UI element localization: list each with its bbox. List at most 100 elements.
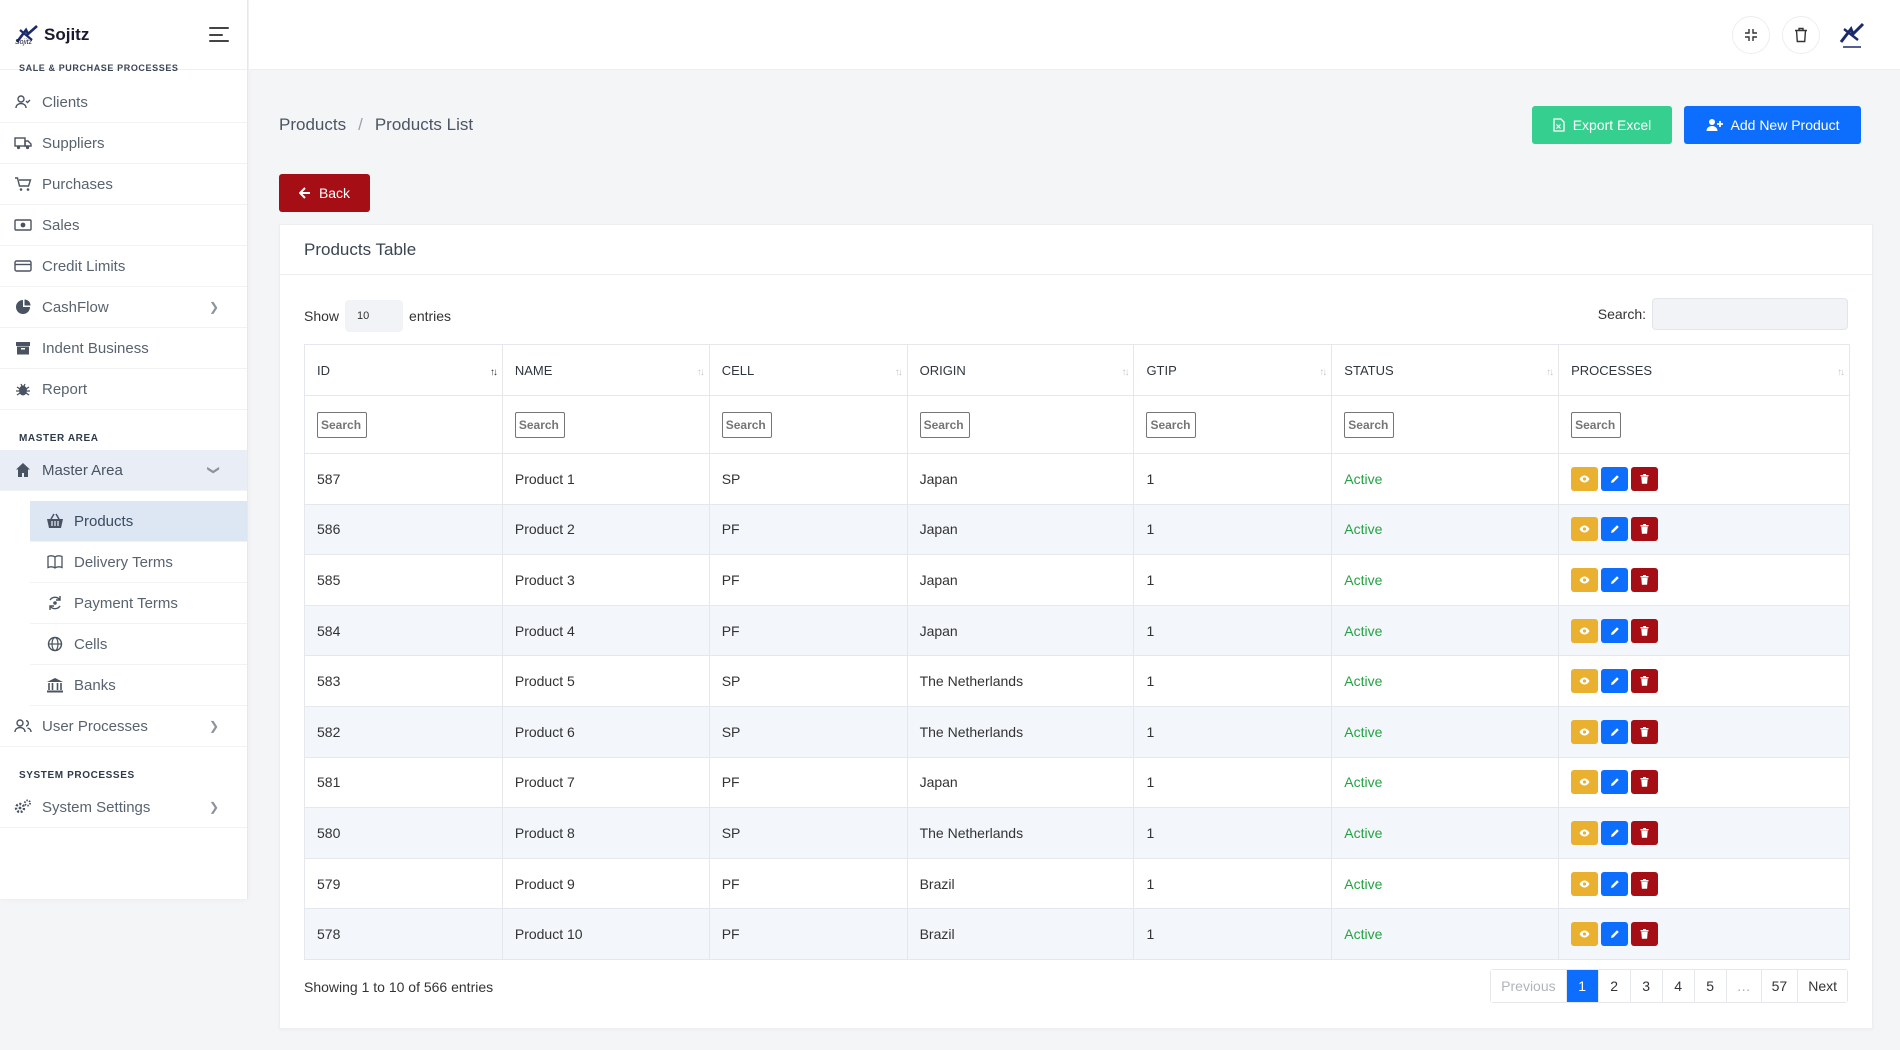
breadcrumb-products[interactable]: Products [279, 115, 347, 134]
delete-button[interactable] [1631, 719, 1659, 744]
eye-icon [1579, 930, 1590, 938]
row-actions [1571, 618, 1849, 643]
view-button[interactable] [1571, 719, 1599, 744]
view-button[interactable] [1571, 618, 1599, 643]
add-new-product-button[interactable]: Add New Product [1684, 106, 1861, 144]
view-button[interactable] [1571, 517, 1599, 542]
pagination: Previous 1 2 3 4 5… 57 Next [1490, 969, 1848, 1003]
view-button[interactable] [1571, 922, 1599, 947]
cell-processes [1558, 857, 1850, 910]
column-header-processes[interactable]: PROCESSES ↑↓ [1558, 344, 1850, 396]
delete-button[interactable] [1631, 618, 1659, 643]
edit-button[interactable] [1601, 820, 1629, 845]
column-header-origin[interactable]: ORIGIN ↑↓ [906, 344, 1135, 396]
edit-button[interactable] [1601, 466, 1629, 491]
column-header-id[interactable]: ID ↑↓ [304, 344, 503, 396]
sidebar-item-suppliers[interactable]: Suppliers [0, 123, 247, 164]
sidebar-item-indent-business[interactable]: Indent Business [0, 328, 247, 369]
user-avatar[interactable] [1832, 15, 1872, 55]
pagination-page-3[interactable]: 3 [1630, 970, 1663, 1002]
pagination-previous[interactable]: Previous [1491, 970, 1567, 1002]
view-button[interactable] [1571, 466, 1599, 491]
back-button[interactable]: Back [279, 174, 370, 212]
money-icon [14, 216, 32, 234]
sidebar-item-clients[interactable]: Clients [0, 82, 247, 123]
sidebar-item-products[interactable]: Products [30, 501, 247, 542]
processes-filter-input[interactable]: Search [1571, 411, 1622, 438]
bug-icon [14, 380, 32, 398]
topbar [249, 0, 1900, 70]
chevron-down-icon: ❯ [206, 464, 221, 476]
name-filter-input[interactable]: Search [514, 411, 565, 438]
cell-cell: SP [708, 453, 908, 505]
eye-icon [1579, 475, 1590, 483]
status-filter-input[interactable]: Search [1344, 411, 1395, 438]
edit-button[interactable] [1601, 770, 1629, 795]
edit-button[interactable] [1601, 669, 1629, 694]
sidebar-item-cells[interactable]: Cells [30, 624, 247, 665]
delete-button[interactable] [1631, 517, 1659, 542]
breadcrumb: Products / Products List [279, 115, 473, 135]
view-button[interactable] [1571, 567, 1599, 592]
search-input[interactable] [1652, 298, 1848, 330]
gtip-filter-input[interactable]: Search [1146, 411, 1197, 438]
view-button[interactable] [1571, 871, 1599, 896]
cell-name: Product 6 [501, 705, 710, 758]
sidebar-item-purchases[interactable]: Purchases [0, 164, 247, 205]
cell-name: Product 7 [501, 756, 710, 809]
sidebar-item-master-area[interactable]: Master Area ❯ [0, 450, 247, 491]
pagination-page-2[interactable]: 2 [1598, 970, 1631, 1002]
edit-button[interactable] [1601, 922, 1629, 947]
edit-button[interactable] [1601, 719, 1629, 744]
pagination-page-57[interactable]: 57 [1761, 970, 1799, 1002]
view-button[interactable] [1571, 669, 1599, 694]
sidebar-item-payment-terms[interactable]: Payment Terms [30, 583, 247, 624]
delete-button[interactable] [1631, 466, 1659, 491]
cell-id: 580 [304, 807, 503, 859]
clear-cache-button[interactable] [1782, 16, 1820, 54]
delete-button[interactable] [1631, 922, 1659, 947]
sidebar-item-cashflow[interactable]: CashFlow ❯ [0, 287, 247, 328]
pagination-page-5[interactable]: 5 [1694, 970, 1727, 1002]
menu-toggle-icon[interactable] [209, 27, 229, 42]
column-header-gtip[interactable]: GTIP ↑↓ [1133, 344, 1333, 396]
sidebar-item-banks[interactable]: Banks [30, 665, 247, 706]
sidebar-item-credit-limits[interactable]: Credit Limits [0, 246, 247, 287]
logo[interactable]: Sojitz [14, 22, 89, 48]
exit-fullscreen-button[interactable] [1732, 16, 1770, 54]
edit-button[interactable] [1601, 567, 1629, 592]
sidebar-item-user-processes[interactable]: User Processes ❯ [0, 706, 247, 747]
sidebar-item-report[interactable]: Report [0, 369, 247, 410]
column-header-status[interactable]: STATUS ↑↓ [1331, 344, 1560, 396]
id-filter-input[interactable]: Search [317, 411, 367, 438]
pagination-page-1[interactable]: 1 [1566, 970, 1599, 1002]
column-header-cell[interactable]: CELL ↑↓ [708, 344, 908, 396]
edit-button[interactable] [1601, 517, 1629, 542]
back-label: Back [318, 185, 351, 201]
column-header-name[interactable]: NAME ↑↓ [501, 344, 710, 396]
entries-length-select[interactable]: 10 [345, 300, 404, 332]
origin-filter-input[interactable]: Search [919, 411, 970, 438]
view-button[interactable] [1571, 820, 1599, 845]
export-excel-button[interactable]: Export Excel [1532, 106, 1672, 144]
delete-button[interactable] [1631, 871, 1659, 896]
delete-button[interactable] [1631, 820, 1659, 845]
cell-gtip: 1 [1133, 857, 1333, 910]
cell-name: Product 9 [501, 857, 710, 910]
cell-processes [1558, 655, 1850, 707]
sidebar-item-delivery-terms[interactable]: Delivery Terms [30, 542, 247, 583]
cell-filter-input[interactable]: Search [721, 411, 772, 438]
edit-button[interactable] [1601, 618, 1629, 643]
delete-button[interactable] [1631, 770, 1659, 795]
eye-icon [1579, 829, 1590, 837]
pagination-next[interactable]: Next [1798, 970, 1847, 1002]
cell-processes [1558, 756, 1850, 809]
pagination-page-4[interactable]: 4 [1662, 970, 1695, 1002]
delete-button[interactable] [1631, 567, 1659, 592]
delete-button[interactable] [1631, 669, 1659, 694]
view-button[interactable] [1571, 770, 1599, 795]
edit-button[interactable] [1601, 871, 1629, 896]
sidebar-item-sales[interactable]: Sales [0, 205, 247, 246]
sidebar-item-system-settings[interactable]: System Settings ❯ [0, 787, 247, 828]
trash-icon [1795, 27, 1807, 43]
